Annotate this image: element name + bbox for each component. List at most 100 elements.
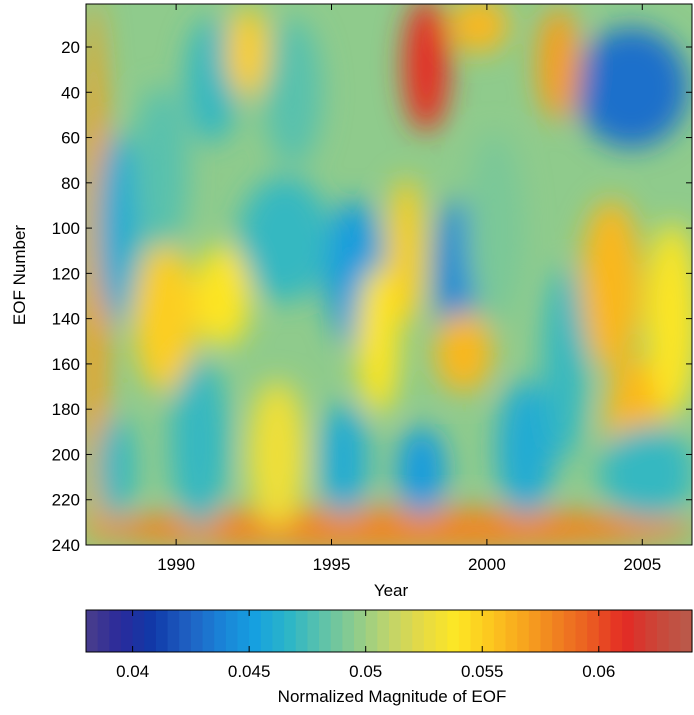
- heatmap-region-8: [396, 425, 447, 518]
- colorbar-cell: [190, 610, 204, 652]
- heatmap-region-17: [247, 380, 307, 529]
- colorbar-cell: [598, 610, 612, 652]
- colorbar-tick-label-1: 0.045: [228, 662, 271, 681]
- colorbar-cell: [470, 610, 483, 652]
- colorbar-cell: [645, 610, 658, 652]
- y-tick-label-180: 180: [52, 400, 80, 419]
- heatmap-region-10: [95, 131, 139, 325]
- colorbar-cell: [435, 610, 448, 652]
- y-tick-label-220: 220: [52, 491, 80, 510]
- y-tick-label-100: 100: [52, 219, 80, 238]
- heatmap-region-19: [356, 267, 400, 416]
- heatmap-region-15: [132, 244, 198, 393]
- colorbar-cell: [458, 610, 472, 652]
- heatmap-region-13: [238, 176, 332, 303]
- colorbar-cell: [528, 610, 542, 652]
- colorbar-cell: [97, 610, 110, 652]
- heatmap-region-5: [574, 27, 689, 149]
- heatmap-region-23: [543, 267, 587, 461]
- y-tick-label-200: 200: [52, 445, 80, 464]
- heatmap-region-3: [403, 4, 450, 133]
- colorbar-cell: [447, 610, 460, 652]
- colorbar-cell: [214, 610, 227, 652]
- colorbar-cell: [540, 610, 553, 652]
- y-axis-label: EOF Number: [10, 225, 29, 325]
- colorbar-cell: [610, 610, 623, 652]
- colorbar-cell: [295, 610, 309, 652]
- colorbar-cell: [330, 610, 343, 652]
- y-tick-label-40: 40: [61, 83, 80, 102]
- heatmap-region-21: [496, 380, 556, 518]
- colorbar-ticks: 0.04 0.045 0.05 0.055 0.06: [116, 610, 615, 681]
- heatmap-region-31: [194, 244, 251, 348]
- y-tick-label-80: 80: [61, 174, 80, 193]
- plot-frame: [85, 3, 693, 546]
- colorbar-cell: [622, 610, 635, 652]
- heatmap-region-24: [580, 199, 643, 370]
- y-tick-label-120: 120: [52, 264, 80, 283]
- heatmap-region-30: [449, 4, 509, 54]
- colorbar-cells: [86, 610, 693, 652]
- colorbar-cell: [552, 610, 565, 652]
- colorbar-cell: [563, 610, 577, 652]
- x-tick-label-2005: 2005: [623, 555, 661, 574]
- colorbar-tick-label-2: 0.05: [349, 662, 382, 681]
- colorbar-cell: [237, 610, 250, 652]
- colorbar-cell: [400, 610, 413, 652]
- heatmap-region-2: [86, 4, 108, 545]
- y-tick-label-60: 60: [61, 129, 80, 148]
- heatmap-region-28: [95, 414, 136, 520]
- colorbar-cell: [412, 610, 425, 652]
- heatmap-region-16: [170, 357, 229, 529]
- heatmap-region-26: [645, 222, 692, 416]
- colorbar-cell: [284, 610, 297, 652]
- colorbar-cell: [482, 610, 495, 652]
- colorbar-cell: [179, 610, 192, 652]
- colorbar-cell: [109, 610, 122, 652]
- colorbar-cell: [86, 610, 99, 652]
- x-axis-label: Year: [374, 581, 409, 600]
- colorbar-cell: [657, 610, 670, 652]
- colorbar-cell: [493, 610, 507, 652]
- colorbar-cell: [272, 610, 285, 652]
- colorbar-cell: [633, 610, 646, 652]
- colorbar-tick-label-0: 0.04: [116, 662, 149, 681]
- colorbar-cell: [575, 610, 588, 652]
- colorbar-tick-label-3: 0.055: [461, 662, 504, 681]
- heatmap-region-18: [319, 403, 369, 518]
- colorbar-cell: [517, 610, 530, 652]
- colorbar-cell: [365, 610, 378, 652]
- y-axis: 20 40 60 80 100 120 140 160 180 200 220 240: [52, 38, 692, 555]
- x-axis: 1990 1995 2000 2005: [157, 4, 661, 574]
- colorbar-frame: [85, 609, 693, 653]
- x-tick-label-2000: 2000: [468, 555, 506, 574]
- colorbar-cell: [132, 610, 145, 652]
- colorbar-cell: [587, 610, 600, 652]
- y-tick-label-20: 20: [61, 38, 80, 57]
- x-tick-label-1995: 1995: [313, 555, 351, 574]
- heatmap-region-22: [536, 7, 580, 121]
- colorbar-cell: [423, 610, 437, 652]
- colorbar: 0.04 0.045 0.05 0.055 0.06: [85, 609, 693, 681]
- heatmap-region-1: [86, 507, 692, 545]
- colorbar-cell: [680, 610, 693, 652]
- colorbar-cell: [120, 610, 134, 652]
- heatmap-plot: [85, 3, 693, 546]
- colorbar-cell: [342, 610, 355, 652]
- colorbar-cell: [144, 610, 157, 652]
- heatmap-region-20: [465, 131, 524, 325]
- colorbar-cell: [377, 610, 390, 652]
- heatmap-region-9: [434, 312, 493, 393]
- heatmap-region-27: [598, 425, 692, 520]
- colorbar-cell: [354, 610, 367, 652]
- colorbar-tick-label-4: 0.06: [582, 662, 615, 681]
- colorbar-label: Normalized Magnitude of EOF: [278, 687, 507, 706]
- colorbar-cell: [260, 610, 274, 652]
- colorbar-cell: [389, 610, 402, 652]
- colorbar-cell: [202, 610, 215, 652]
- colorbar-cell: [505, 610, 518, 652]
- heatmap-region-29: [226, 7, 270, 99]
- y-tick-label-240: 240: [52, 536, 80, 555]
- colorbar-cell: [668, 610, 681, 652]
